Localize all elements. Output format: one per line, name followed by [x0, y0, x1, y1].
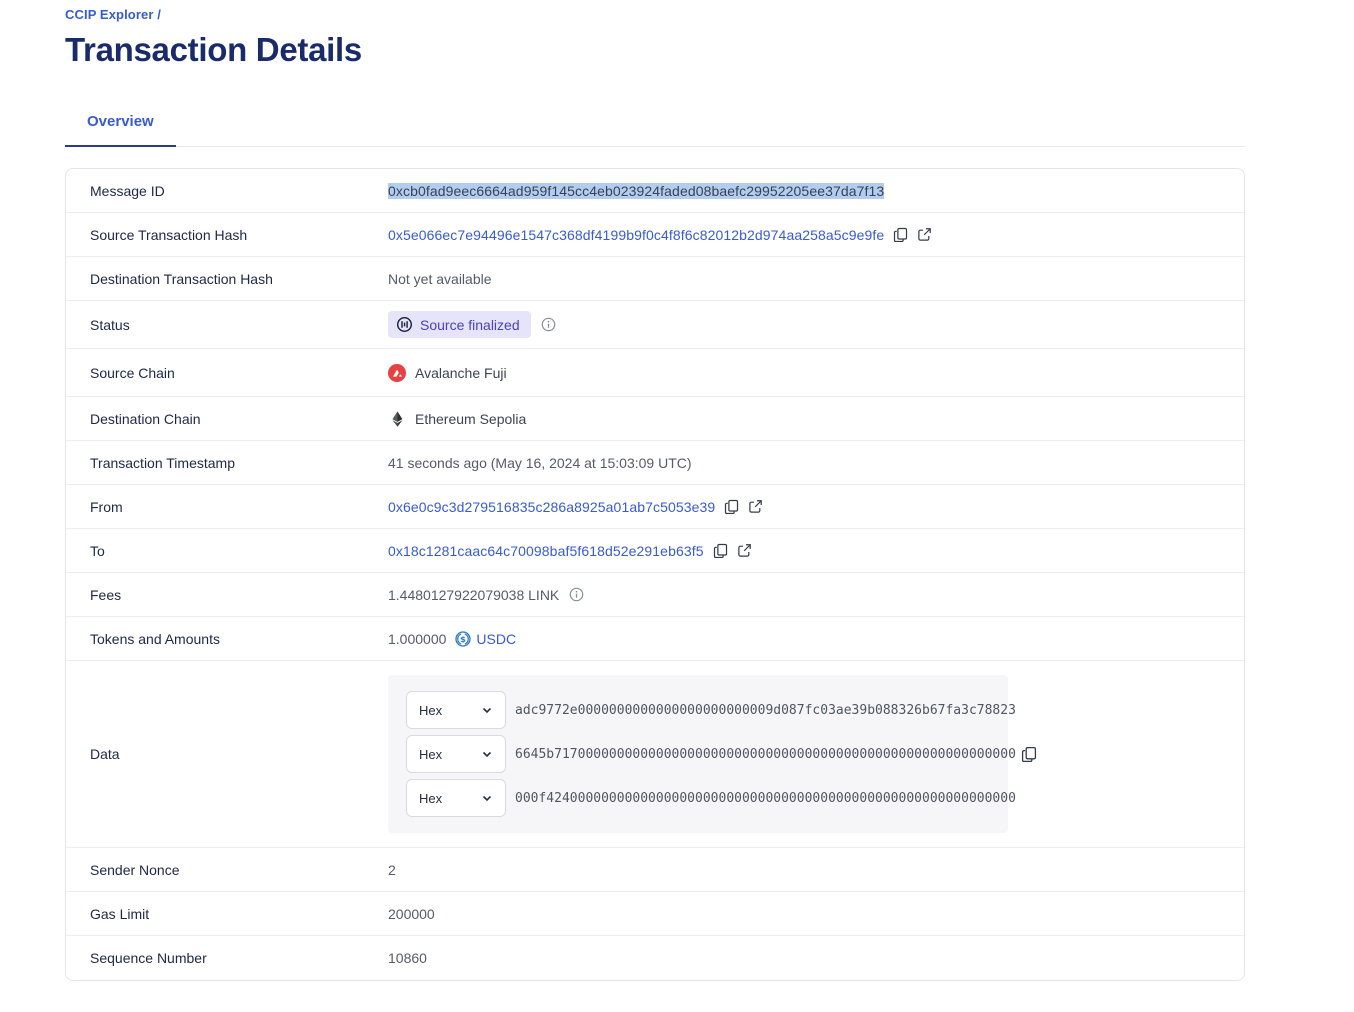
gas-limit-value: 200000 — [388, 906, 435, 922]
row-source-chain: Source Chain Avalanche Fuji — [66, 349, 1244, 397]
row-label: Message ID — [90, 183, 388, 199]
status-badge-label: Source finalized — [420, 317, 520, 333]
row-message-id: Message ID 0xcb0fad9eec6664ad959f145cc4e… — [66, 169, 1244, 213]
row-label: Sender Nonce — [90, 862, 388, 878]
external-link-icon[interactable] — [748, 499, 763, 514]
row-gas-limit: Gas Limit 200000 — [66, 892, 1244, 936]
data-hex-box: Hex adc9772e0000000000000000000000009d08… — [388, 675, 1008, 833]
fees-value: 1.4480127922079038 LINK — [388, 587, 559, 603]
copy-icon[interactable] — [724, 499, 739, 514]
row-label: Data — [90, 746, 388, 762]
copy-icon[interactable] — [713, 543, 728, 558]
row-label: Tokens and Amounts — [90, 631, 388, 647]
transaction-timestamp-value: 41 seconds ago (May 16, 2024 at 15:03:09… — [388, 455, 692, 471]
data-format-select[interactable]: Hex — [406, 691, 506, 729]
row-data: Data Hex adc9772e00000000000000000000000… — [66, 661, 1244, 848]
avalanche-icon — [388, 364, 406, 382]
status-progress-icon — [396, 316, 413, 333]
row-label: Destination Transaction Hash — [90, 271, 388, 287]
destination-transaction-hash-value: Not yet available — [388, 271, 492, 287]
chevron-down-icon — [481, 748, 493, 760]
row-label: Source Transaction Hash — [90, 227, 388, 243]
row-to: To 0x18c1281caac64c70098baf5f618d52e291e… — [66, 529, 1244, 573]
row-transaction-timestamp: Transaction Timestamp 41 seconds ago (Ma… — [66, 441, 1244, 485]
data-line: Hex 000f42400000000000000000000000000000… — [406, 779, 990, 817]
row-label: Source Chain — [90, 365, 388, 381]
token-link[interactable]: $ USDC — [455, 631, 516, 647]
tab-overview[interactable]: Overview — [65, 113, 176, 146]
data-format-select[interactable]: Hex — [406, 779, 506, 817]
source-chain-name: Avalanche Fuji — [415, 365, 507, 381]
row-label: To — [90, 543, 388, 559]
row-sequence-number: Sequence Number 10860 — [66, 936, 1244, 980]
row-label: From — [90, 499, 388, 515]
data-hex-value: 000f424000000000000000000000000000000000… — [515, 791, 1016, 806]
page-content: CCIP Explorer / Transaction Details Over… — [65, 0, 1245, 981]
token-amount: 1.000000 — [388, 631, 446, 647]
page-title: Transaction Details — [65, 31, 1245, 69]
message-id-value: 0xcb0fad9eec6664ad959f145cc4eb023924fade… — [388, 183, 884, 199]
row-destination-transaction-hash: Destination Transaction Hash Not yet ava… — [66, 257, 1244, 301]
svg-text:$: $ — [461, 633, 467, 643]
row-fees: Fees 1.4480127922079038 LINK — [66, 573, 1244, 617]
row-label: Destination Chain — [90, 411, 388, 427]
status-badge: Source finalized — [388, 311, 531, 338]
copy-icon[interactable] — [893, 227, 908, 242]
data-hex-value: adc9772e0000000000000000000000009d087fc0… — [515, 703, 1016, 718]
row-sender-nonce: Sender Nonce 2 — [66, 848, 1244, 892]
row-label: Transaction Timestamp — [90, 455, 388, 471]
row-label: Sequence Number — [90, 950, 388, 966]
row-status: Status Source finalized — [66, 301, 1244, 349]
sender-nonce-value: 2 — [388, 862, 396, 878]
usdc-icon: $ — [455, 631, 471, 647]
info-icon[interactable] — [541, 317, 556, 332]
ethereum-icon — [388, 411, 406, 427]
data-hex-value: 6645b71700000000000000000000000000000000… — [515, 747, 1016, 762]
destination-chain-name: Ethereum Sepolia — [415, 411, 526, 427]
chevron-down-icon — [481, 704, 493, 716]
data-format-select[interactable]: Hex — [406, 735, 506, 773]
external-link-icon[interactable] — [737, 543, 752, 558]
row-from: From 0x6e0c9c3d279516835c286a8925a01ab7c… — [66, 485, 1244, 529]
row-label: Status — [90, 317, 388, 333]
from-address-link[interactable]: 0x6e0c9c3d279516835c286a8925a01ab7c5053e… — [388, 499, 715, 515]
breadcrumb: CCIP Explorer / — [65, 0, 1245, 22]
row-tokens-and-amounts: Tokens and Amounts 1.000000 $ USDC — [66, 617, 1244, 661]
to-address-link[interactable]: 0x18c1281caac64c70098baf5f618d52e291eb63… — [388, 543, 704, 559]
info-icon[interactable] — [569, 587, 584, 602]
token-symbol: USDC — [476, 631, 516, 647]
data-line: Hex 6645b7170000000000000000000000000000… — [406, 735, 990, 773]
chevron-down-icon — [481, 792, 493, 804]
sequence-number-value: 10860 — [388, 950, 427, 966]
data-line: Hex adc9772e0000000000000000000000009d08… — [406, 691, 990, 729]
copy-icon[interactable] — [1021, 746, 1037, 762]
external-link-icon[interactable] — [917, 227, 932, 242]
tab-bar: Overview — [65, 113, 1245, 147]
transaction-details-card: Message ID 0xcb0fad9eec6664ad959f145cc4e… — [65, 168, 1245, 981]
row-source-transaction-hash: Source Transaction Hash 0x5e066ec7e94496… — [66, 213, 1244, 257]
row-destination-chain: Destination Chain Ethereum Sepolia — [66, 397, 1244, 441]
row-label: Fees — [90, 587, 388, 603]
breadcrumb-link-ccip-explorer[interactable]: CCIP Explorer — [65, 7, 153, 22]
source-transaction-hash-link[interactable]: 0x5e066ec7e94496e1547c368df4199b9f0c4f8f… — [388, 227, 884, 243]
breadcrumb-separator: / — [157, 7, 161, 22]
row-label: Gas Limit — [90, 906, 388, 922]
